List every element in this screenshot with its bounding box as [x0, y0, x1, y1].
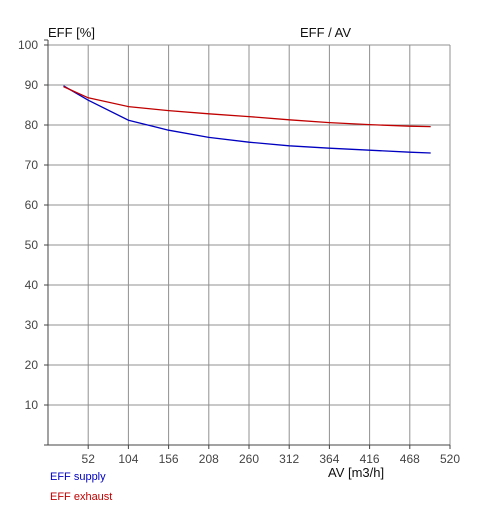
x-tick-label: 312 [279, 452, 299, 466]
x-tick-label: 468 [400, 452, 420, 466]
tick-labels: 52 104 156 208 260 312 364 416 468 520 10 20 30 40 50 6… [18, 38, 460, 466]
axes [44, 39, 451, 449]
data-series [63, 85, 431, 154]
y-tick-label: 20 [25, 358, 39, 372]
x-tick-label: 520 [440, 452, 460, 466]
x-tick-label: 156 [159, 452, 179, 466]
x-tick-label: 260 [239, 452, 259, 466]
x-axis-label: AV [m3/h] [328, 465, 384, 480]
legend-item-eff-supply: EFF supply [50, 471, 106, 483]
series-line-eff-exhaust [63, 86, 431, 128]
y-tick-label: 50 [25, 238, 39, 252]
series-line-eff-supply [63, 85, 431, 154]
x-tick-label: 104 [118, 452, 138, 466]
grid-lines [48, 44, 451, 445]
y-tick-label: 80 [25, 118, 39, 132]
x-tick-label: 364 [319, 452, 339, 466]
y-tick-label: 30 [25, 318, 39, 332]
y-tick-label: 60 [25, 198, 39, 212]
y-tick-label: 10 [25, 398, 39, 412]
x-tick-label: 416 [360, 452, 380, 466]
y-tick-label: 40 [25, 278, 39, 292]
x-tick-label: 208 [199, 452, 219, 466]
y-tick-label: 70 [25, 158, 39, 172]
chart-title: EFF / AV [300, 25, 351, 40]
legend-item-eff-exhaust: EFF exhaust [50, 491, 113, 503]
y-tick-label: 90 [25, 78, 39, 92]
x-tick-label: 52 [82, 452, 96, 466]
y-tick-label: 100 [18, 38, 38, 52]
y-axis-label: EFF [%] [48, 25, 95, 40]
